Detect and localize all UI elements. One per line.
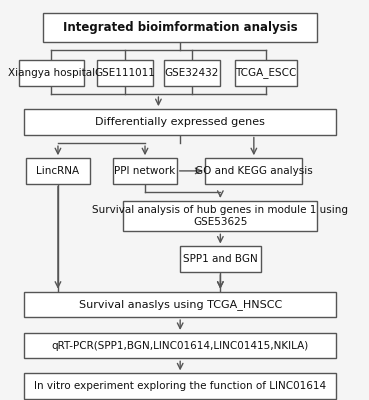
FancyBboxPatch shape bbox=[24, 373, 336, 399]
FancyBboxPatch shape bbox=[18, 60, 84, 86]
Text: Xiangya hospital: Xiangya hospital bbox=[8, 68, 95, 78]
Text: GO and KEGG analysis: GO and KEGG analysis bbox=[195, 166, 313, 176]
Text: TCGA_ESCC: TCGA_ESCC bbox=[235, 67, 296, 78]
FancyBboxPatch shape bbox=[180, 246, 261, 272]
Text: qRT-PCR(SPP1,BGN,LINC01614,LINC01415,NKILA): qRT-PCR(SPP1,BGN,LINC01614,LINC01415,NKI… bbox=[52, 341, 309, 351]
Text: PPI network: PPI network bbox=[114, 166, 176, 176]
FancyBboxPatch shape bbox=[235, 60, 297, 86]
Text: Integrated bioimformation analysis: Integrated bioimformation analysis bbox=[63, 21, 297, 34]
Text: Survival analysis of hub genes in module 1 using
GSE53625: Survival analysis of hub genes in module… bbox=[92, 205, 348, 227]
Text: GSE111011: GSE111011 bbox=[94, 68, 155, 78]
FancyBboxPatch shape bbox=[24, 292, 336, 317]
FancyBboxPatch shape bbox=[26, 158, 90, 184]
Text: SPP1 and BGN: SPP1 and BGN bbox=[183, 254, 258, 264]
Text: LincRNA: LincRNA bbox=[37, 166, 80, 176]
FancyBboxPatch shape bbox=[43, 14, 317, 42]
FancyBboxPatch shape bbox=[24, 333, 336, 358]
Text: Survival anaslys using TCGA_HNSCC: Survival anaslys using TCGA_HNSCC bbox=[79, 299, 282, 310]
FancyBboxPatch shape bbox=[205, 158, 302, 184]
Text: In vitro experiment exploring the function of LINC01614: In vitro experiment exploring the functi… bbox=[34, 381, 326, 391]
Text: Differentially expressed genes: Differentially expressed genes bbox=[95, 117, 265, 127]
FancyBboxPatch shape bbox=[97, 60, 152, 86]
FancyBboxPatch shape bbox=[123, 201, 317, 231]
FancyBboxPatch shape bbox=[164, 60, 220, 86]
Text: GSE32432: GSE32432 bbox=[165, 68, 219, 78]
FancyBboxPatch shape bbox=[24, 109, 336, 134]
FancyBboxPatch shape bbox=[113, 158, 177, 184]
